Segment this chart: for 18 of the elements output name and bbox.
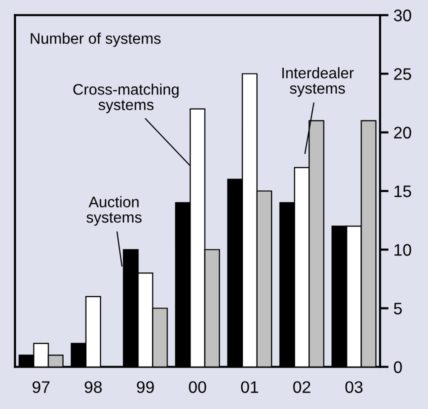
y-tick-label: 20 — [394, 126, 412, 139]
y-tick-label: 15 — [394, 186, 412, 198]
y-axis-title: Number of systems — [30, 32, 161, 47]
x-tick-label: 98 — [84, 381, 102, 394]
x-tick-label: 99 — [136, 381, 154, 394]
series-label: Interdealer systems — [282, 67, 354, 97]
x-tick-label: 03 — [345, 381, 363, 394]
y-tick-label: 30 — [394, 10, 412, 22]
x-tick-label: 02 — [293, 381, 310, 394]
x-tick-label: 00 — [188, 381, 206, 394]
y-tick-label: 0 — [394, 361, 402, 374]
x-tick-label: 97 — [32, 381, 50, 394]
y-tick-label: 25 — [394, 68, 412, 80]
series-label: Auction systems — [86, 196, 142, 226]
x-tick-label: 01 — [241, 381, 258, 394]
series-label: Cross-matching systems — [73, 84, 179, 114]
y-tick-label: 5 — [394, 302, 402, 314]
y-tick-label: 10 — [394, 244, 412, 256]
